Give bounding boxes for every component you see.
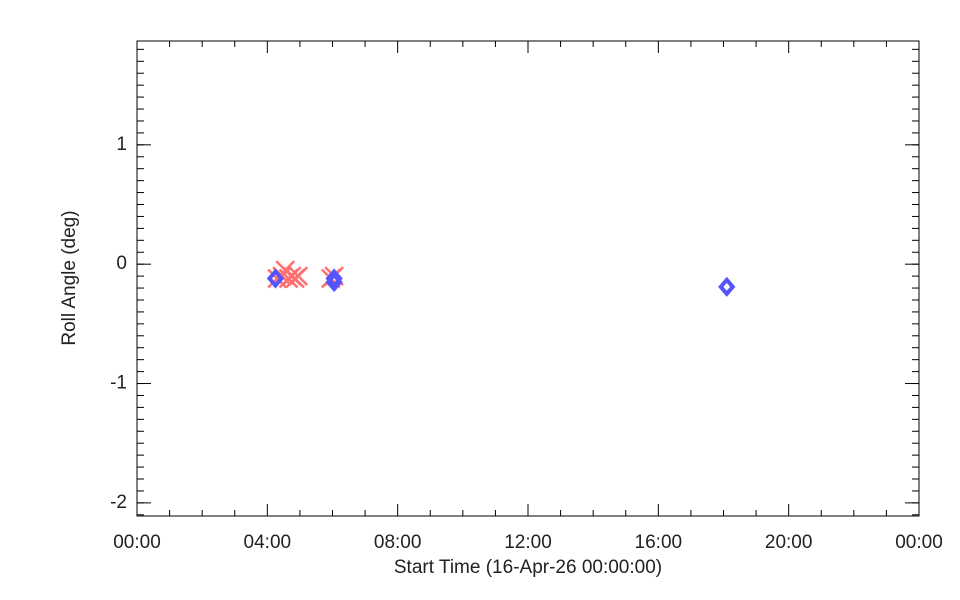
x-tick-label: 08:00 bbox=[374, 532, 422, 553]
y-tick-label: 0 bbox=[116, 253, 127, 274]
x-tick-label: 00:00 bbox=[113, 532, 161, 553]
x-tick-label: 16:00 bbox=[635, 532, 683, 553]
point bbox=[288, 266, 309, 286]
point bbox=[718, 276, 736, 297]
x-tick-label: 04:00 bbox=[244, 532, 292, 553]
y-tick-label: -2 bbox=[110, 492, 127, 513]
x-tick-label: 12:00 bbox=[504, 532, 552, 553]
point bbox=[325, 272, 343, 293]
x-axis-label: Start Time (16-Apr-26 00:00:00) bbox=[394, 557, 662, 578]
plot-frame bbox=[136, 40, 920, 517]
point bbox=[266, 268, 285, 289]
y-axis-label: Roll Angle (deg) bbox=[59, 210, 80, 345]
y-tick-label: -1 bbox=[110, 373, 127, 394]
x-tick-label: 20:00 bbox=[765, 532, 813, 553]
x-tick-label: 00:00 bbox=[895, 532, 943, 553]
y-tick-label: 1 bbox=[116, 134, 127, 155]
point bbox=[325, 268, 343, 289]
